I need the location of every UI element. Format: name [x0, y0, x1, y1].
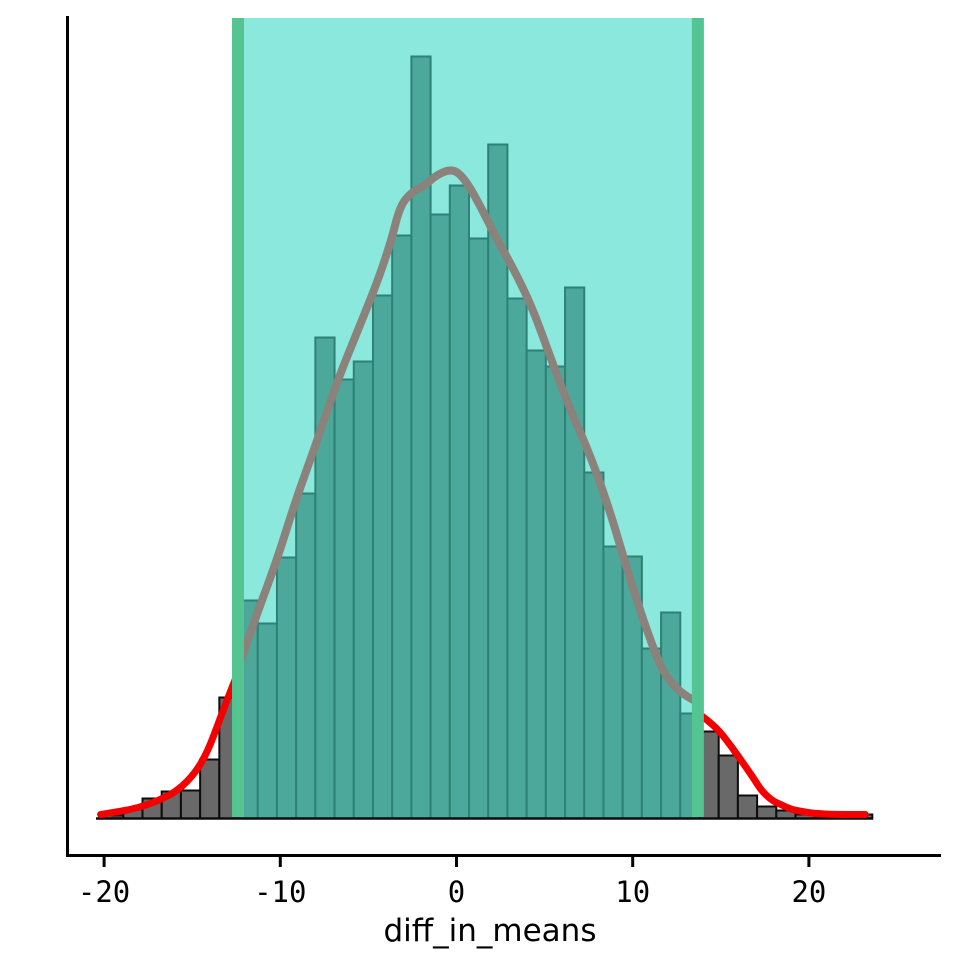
chart-layers: -20 -10 0 10 20: [66, 16, 941, 909]
histogram-bar: [429, 213, 451, 820]
x-tick-label: 10: [615, 875, 650, 909]
histogram-bar: [660, 611, 682, 820]
tail-curve-left: [97, 669, 242, 818]
x-axis-label: diff_in_means: [384, 913, 597, 949]
histogram-bar: [371, 294, 394, 820]
histogram-bar: [295, 492, 317, 820]
histogram-bar: [736, 794, 759, 820]
tail-curve-right: [696, 711, 869, 818]
x-tick-label: -20: [78, 875, 130, 909]
histogram-bar: [756, 805, 778, 820]
histogram-bar: [448, 184, 471, 820]
histogram-bar: [564, 286, 586, 820]
histogram-bar: [506, 297, 528, 820]
histogram-bar: [391, 234, 413, 820]
histogram-bar: [640, 647, 663, 820]
histogram-bar: [525, 349, 547, 820]
histogram-bar: [352, 360, 374, 820]
histogram-bar: [717, 754, 739, 820]
histogram-bar: [333, 378, 355, 820]
histogram-bar: [583, 471, 605, 820]
histogram-bar: [602, 545, 624, 820]
histogram-bar: [275, 556, 298, 820]
x-tick-label: 0: [448, 875, 465, 909]
x-tick-label: -10: [254, 875, 306, 909]
x-tick-label: 20: [791, 875, 826, 909]
histogram-bar: [468, 237, 490, 820]
histogram-bar: [544, 365, 567, 820]
null-distribution-curve: [234, 166, 701, 706]
histogram-bar: [179, 789, 202, 820]
histogram-bar: [199, 758, 221, 820]
histogram-bar: [256, 622, 278, 820]
histogram-bar: [410, 55, 432, 820]
